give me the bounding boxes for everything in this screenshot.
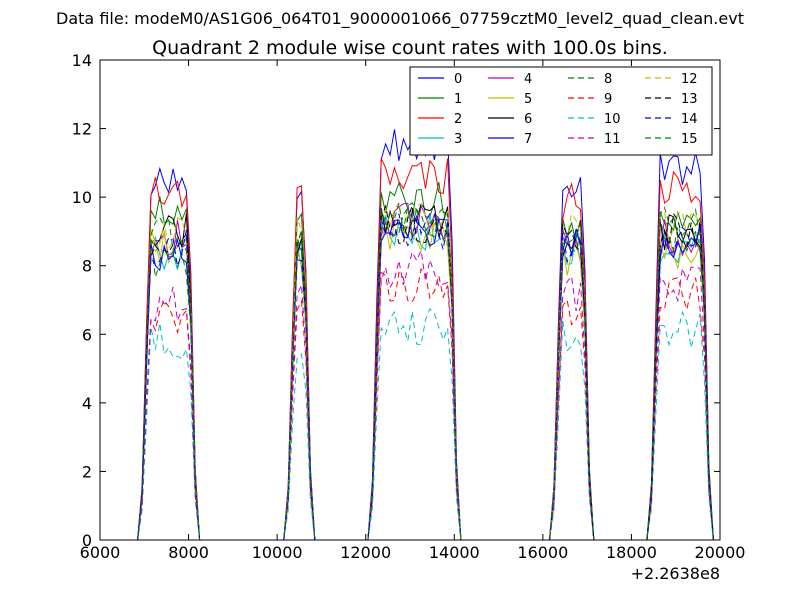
legend-label-3: 3 xyxy=(454,132,462,147)
series-line-15 xyxy=(133,202,714,540)
legend-box xyxy=(409,66,713,156)
series-line-4 xyxy=(133,202,714,540)
legend-label-10: 10 xyxy=(604,112,621,127)
series-line-12 xyxy=(133,202,714,540)
legend-label-12: 12 xyxy=(681,72,698,87)
legend-label-15: 15 xyxy=(681,132,698,147)
legend-label-4: 4 xyxy=(524,72,532,87)
series-line-2 xyxy=(133,158,714,540)
series-line-6 xyxy=(133,202,714,540)
series-line-0 xyxy=(133,129,714,540)
legend-label-0: 0 xyxy=(454,72,462,87)
x-tick-label: 12000 xyxy=(340,543,391,562)
x-tick-label: 20000 xyxy=(695,543,746,562)
legend-label-6: 6 xyxy=(524,112,532,127)
y-tick-label: 14 xyxy=(72,51,92,70)
series-line-13 xyxy=(133,204,714,540)
y-tick-label: 0 xyxy=(82,531,92,550)
chart-title: Quadrant 2 module wise count rates with … xyxy=(152,37,668,59)
y-tick-label: 4 xyxy=(82,394,92,413)
x-offset-label: +2.2638e8 xyxy=(631,564,720,583)
y-tick-label: 12 xyxy=(72,120,92,139)
y-tick-label: 10 xyxy=(72,188,92,207)
x-tick-label: 8000 xyxy=(168,543,209,562)
legend-label-1: 1 xyxy=(454,92,462,107)
x-tick-label: 14000 xyxy=(429,543,480,562)
series-line-1 xyxy=(133,181,714,540)
legend-label-11: 11 xyxy=(604,132,621,147)
y-tick-label: 8 xyxy=(82,257,92,276)
y-tick-label: 2 xyxy=(82,462,92,481)
series-line-14 xyxy=(133,213,714,540)
legend-label-8: 8 xyxy=(604,72,612,87)
x-tick-label: 18000 xyxy=(606,543,657,562)
series-line-9 xyxy=(133,268,714,540)
legend-label-5: 5 xyxy=(524,92,532,107)
legend-label-13: 13 xyxy=(681,92,698,107)
legend-label-7: 7 xyxy=(524,132,532,147)
series-line-10 xyxy=(133,307,714,540)
x-tick-label: 16000 xyxy=(517,543,568,562)
x-tick-label: 6000 xyxy=(80,543,121,562)
y-tick-label: 6 xyxy=(82,325,92,344)
series-line-3 xyxy=(133,212,714,540)
x-tick-label: 10000 xyxy=(252,543,303,562)
series-line-8 xyxy=(133,207,714,540)
legend-label-2: 2 xyxy=(454,112,462,127)
axis-ticks: 6000 8000 10000 12000 14000 16000 18000 20000 0 2… xyxy=(72,51,746,562)
legend-label-14: 14 xyxy=(681,112,698,127)
plot-frame xyxy=(99,59,721,541)
series-line-5 xyxy=(133,220,714,540)
legend-label-9: 9 xyxy=(604,92,612,107)
series-line-7 xyxy=(133,208,714,540)
series-line-11 xyxy=(133,248,714,540)
series-layer xyxy=(133,129,714,540)
figure-suptitle: Data file: modeM0/AS1G06_064T01_90000010… xyxy=(56,9,744,29)
